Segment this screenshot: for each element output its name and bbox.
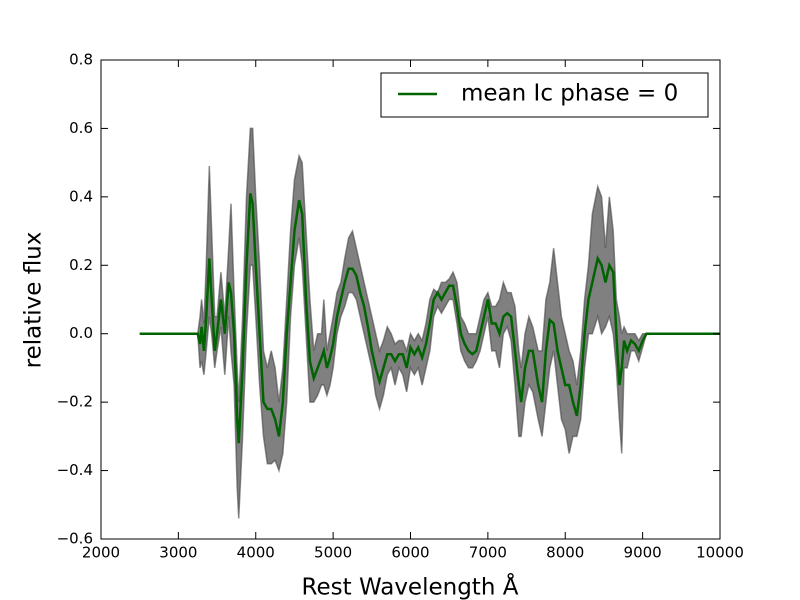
plot-frame <box>100 59 721 540</box>
y-tick-label: 0.6 <box>69 119 93 137</box>
x-tick-label: 3000 <box>159 544 197 562</box>
x-tick-label: 5000 <box>314 544 352 562</box>
legend: mean Ic phase = 0 <box>380 72 709 118</box>
legend-label: mean Ic phase = 0 <box>461 81 678 107</box>
line <box>139 193 720 444</box>
y-tick-label: 0.8 <box>69 51 93 69</box>
y-tick-label: −0.4 <box>57 461 93 479</box>
y-tick-label: −0.2 <box>57 393 93 411</box>
x-tick-label: 7000 <box>469 544 507 562</box>
x-axis-label: Rest Wavelength Å <box>302 573 519 600</box>
y-tick-label: 0.0 <box>69 324 93 342</box>
x-tick-label: 6000 <box>391 544 429 562</box>
y-tick-label: −0.6 <box>57 530 93 548</box>
x-tick-label: 8000 <box>546 544 584 562</box>
y-tick-label: 0.4 <box>69 187 93 205</box>
y-axis-label: relative flux <box>21 232 47 369</box>
x-tick-label: 2000 <box>82 544 120 562</box>
y-tick-label: 0.2 <box>69 256 93 274</box>
x-tick-label: 9000 <box>624 544 662 562</box>
x-tick-label: 10000 <box>696 544 744 562</box>
x-tick-label: 4000 <box>237 544 275 562</box>
